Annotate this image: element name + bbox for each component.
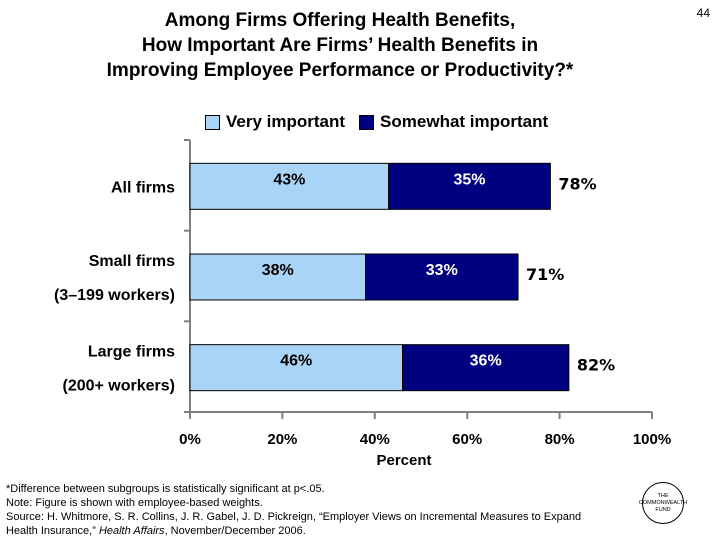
- legend-item-somewhat-important: Somewhat important: [359, 112, 548, 132]
- bar-very-important: [189, 162, 390, 210]
- bar-total-label: 71%: [526, 265, 564, 284]
- bar-value-label: 38%: [262, 262, 294, 279]
- category-label: (200+ workers): [62, 378, 175, 395]
- bar-value-label: 36%: [470, 353, 502, 370]
- legend-swatch-very-important: [205, 114, 220, 130]
- x-axis-title: Percent: [376, 452, 431, 469]
- chart-legend: Very important Somewhat important: [205, 112, 562, 132]
- footnote-source: Source: H. Whitmore, S. R. Collins, J. R…: [6, 511, 582, 523]
- legend-swatch-somewhat-important: [359, 114, 375, 130]
- bar-total-label: 78%: [558, 174, 596, 193]
- footnote-note: Note: Figure is shown with employee-base…: [6, 497, 263, 509]
- source-prefix: Health Insurance,”: [6, 525, 99, 537]
- logo-line-1: THE: [657, 492, 669, 499]
- legend-label-somewhat-important: Somewhat important: [380, 112, 549, 131]
- source-suffix: , November/December 2006.: [164, 525, 306, 537]
- category-label: All firms: [111, 179, 175, 196]
- title-line-2: How Important Are Firms’ Health Benefits…: [141, 35, 539, 56]
- logo-line-3: FUND: [655, 506, 671, 513]
- logo-line-2: COMMONWEALTH: [638, 499, 688, 506]
- x-tick-label: 0%: [179, 431, 201, 448]
- bar-value-label: 46%: [280, 353, 312, 370]
- legend-label-very-important: Very important: [226, 112, 346, 131]
- footnote-significance: *Difference between subgroups is statist…: [6, 483, 325, 495]
- footnotes: *Difference between subgroups is statist…: [6, 482, 636, 538]
- footnote-source-cont: Health Insurance,” Health Affairs, Novem…: [6, 524, 636, 538]
- bar-total-label: 82%: [577, 356, 615, 375]
- bar-somewhat-important: [402, 344, 570, 392]
- bar-value-label: 35%: [453, 171, 485, 188]
- commonwealth-fund-logo: THE COMMONWEALTH FUND: [638, 482, 688, 524]
- x-tick-label: 60%: [452, 431, 482, 448]
- chart-title: Among Firms Offering Health Benefits, Ho…: [40, 8, 640, 83]
- category-label: (3–199 workers): [54, 287, 175, 304]
- legend-item-very-important: Very important: [205, 112, 345, 132]
- bar-very-important: [189, 344, 404, 392]
- bar-somewhat-important: [365, 253, 519, 301]
- bar-value-label: 33%: [426, 262, 458, 279]
- x-tick-label: 40%: [360, 431, 390, 448]
- category-label: Large firms: [88, 344, 175, 361]
- title-line-1: Among Firms Offering Health Benefits,: [164, 10, 516, 31]
- x-tick-label: 80%: [545, 431, 575, 448]
- bar-value-label: 43%: [273, 171, 305, 188]
- source-journal: Health Affairs: [98, 525, 165, 537]
- bar-somewhat-important: [388, 162, 551, 210]
- x-tick-label: 100%: [633, 431, 671, 448]
- page-number: 44: [696, 6, 710, 20]
- bar-very-important: [189, 253, 367, 301]
- x-tick-label: 20%: [267, 431, 297, 448]
- title-line-3: Improving Employee Performance or Produc…: [106, 60, 574, 81]
- category-label: Small firms: [89, 253, 175, 270]
